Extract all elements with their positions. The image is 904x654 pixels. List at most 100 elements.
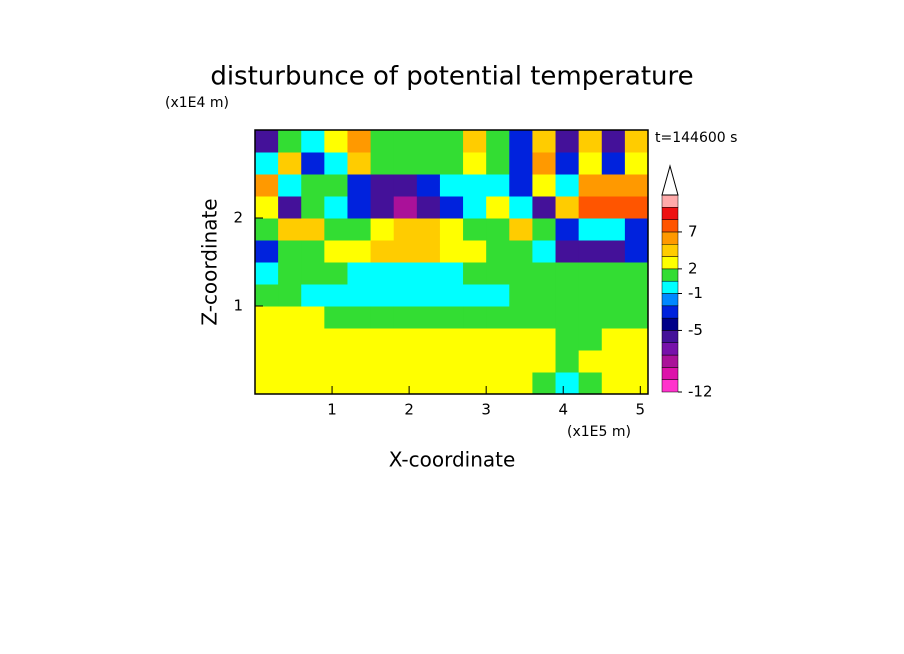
contour-cell [370, 130, 395, 153]
contour-cell [532, 372, 557, 395]
contour-cell [463, 306, 487, 329]
contour-cell [347, 262, 372, 285]
colorbar-box [661, 244, 679, 257]
contour-cell [416, 196, 441, 219]
x-tick-label: 1 [327, 401, 337, 419]
contour-cell [301, 328, 325, 351]
contour-cell [555, 372, 580, 395]
contour-cell [393, 196, 418, 219]
contour-cell [439, 152, 464, 175]
contour-cell [347, 372, 372, 395]
contour-cell [278, 152, 302, 175]
contour-cell [509, 196, 533, 219]
x-tick-label: 2 [404, 401, 414, 419]
contour-cell [532, 152, 557, 175]
contour-cell [301, 372, 325, 395]
contour-cell [486, 130, 510, 153]
contour-cell [255, 284, 279, 307]
contour-cell [601, 130, 626, 153]
contour-cell [509, 372, 533, 395]
contour-cell [347, 174, 372, 197]
contour-cell [486, 372, 510, 395]
contour-cell [255, 218, 279, 241]
contour-cell [439, 218, 464, 241]
colorbar-box [661, 317, 679, 331]
colorbar-tick-label: -12 [688, 383, 713, 401]
contour-cell [278, 174, 302, 197]
contour-cell [324, 350, 348, 373]
colorbar-box [661, 379, 679, 393]
contour-cell [624, 328, 649, 351]
contour-cell [439, 306, 464, 329]
colorbar-box [661, 293, 679, 307]
time-label: t=144600 s [655, 130, 737, 146]
contour-cell [278, 328, 302, 351]
contour-cell [324, 372, 348, 395]
contour-cell [255, 152, 279, 175]
contour-cell [509, 350, 533, 373]
colorbar-box [661, 280, 679, 294]
contour-cell [370, 196, 395, 219]
contour-cell [416, 350, 441, 373]
colorbar-box [661, 367, 679, 380]
contour-cell [601, 196, 626, 219]
contour-cell [486, 262, 510, 285]
contour-cell [463, 350, 487, 373]
contour-cell [578, 262, 603, 285]
contour-cell [324, 284, 348, 307]
contour-cell [278, 130, 302, 153]
contour-cell [416, 218, 441, 241]
contour-cell [278, 306, 302, 329]
y-tick-label: 1 [233, 297, 243, 315]
contour-cell [301, 350, 325, 373]
contour-cell [255, 174, 279, 197]
contour-cell [532, 196, 557, 219]
contour-cell [509, 284, 533, 307]
contour-cell [601, 306, 626, 329]
x-unit: (x1E5 m) [567, 424, 631, 440]
contour-cell [301, 284, 325, 307]
contour-cell [624, 240, 649, 263]
contour-cell [255, 306, 279, 329]
contour-cell [416, 174, 441, 197]
contour-cell [555, 350, 580, 373]
contour-cell [370, 240, 395, 263]
contour-cell [486, 284, 510, 307]
contour-cell [324, 262, 348, 285]
colorbar-box [661, 256, 679, 270]
contour-cell [509, 240, 533, 263]
contour-cell [624, 196, 649, 219]
contour-cell [601, 328, 626, 351]
contour-cell [255, 130, 279, 153]
contour-cell [463, 372, 487, 395]
contour-cell [578, 306, 603, 329]
contour-cell [324, 196, 348, 219]
contour-cell [416, 262, 441, 285]
contour-cell [578, 240, 603, 263]
contour-cell [624, 130, 649, 153]
contour-cell [393, 152, 418, 175]
contour-cell [301, 218, 325, 241]
contour-cell [555, 284, 580, 307]
contour-cell [301, 240, 325, 263]
x-tick-label: 3 [481, 401, 491, 419]
colorbar-box [661, 207, 679, 220]
colorbar-box [661, 305, 679, 319]
colorbar-tick-label: -5 [688, 321, 703, 339]
contour-cell [463, 218, 487, 241]
contour-cell [601, 218, 626, 241]
contour-cell [486, 350, 510, 373]
contour-cell [393, 284, 418, 307]
contour-cell [463, 174, 487, 197]
colorbar-tick-label: 7 [688, 222, 698, 240]
contour-cell [324, 130, 348, 153]
contour-cell [601, 350, 626, 373]
contour-cell [278, 350, 302, 373]
contour-cell [370, 306, 395, 329]
contour-cell [393, 130, 418, 153]
contour-cell [624, 174, 649, 197]
contour-cell [486, 152, 510, 175]
contour-cell [324, 218, 348, 241]
contour-cell [532, 284, 557, 307]
contour-cell [601, 240, 626, 263]
